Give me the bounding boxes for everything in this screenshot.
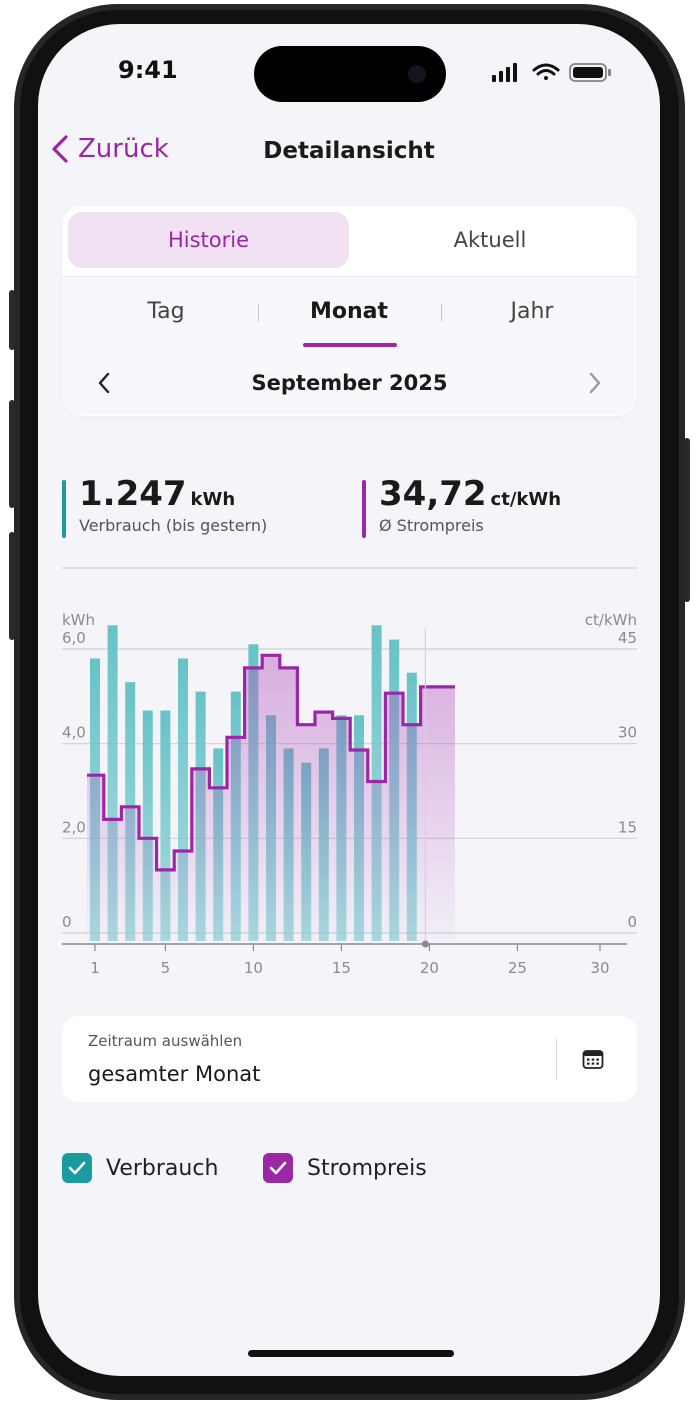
view-selector-card: Historie Aktuell Tag Monat Jahr Septembe…: [62, 206, 637, 416]
back-label: Zurück: [78, 134, 169, 164]
home-indicator: [248, 1350, 454, 1357]
chevron-left-icon: [52, 135, 68, 163]
signal-icon: [492, 63, 517, 82]
y2-axis-label: ct/kWh: [585, 611, 637, 629]
chevron-right-icon[interactable]: [587, 371, 603, 395]
volume-up-button: [9, 400, 15, 508]
x-tick-label: 1: [90, 959, 100, 977]
y-tick-label: 4,0: [62, 724, 86, 742]
month-navigator: September 2025: [62, 349, 637, 415]
screen: 9:41 Zurück Detailansicht Historie Aktue…: [38, 24, 660, 1376]
y2-tick-label: 0: [627, 913, 637, 931]
segment-highlight: [68, 212, 349, 268]
bar-verbrauch[interactable]: [142, 710, 153, 941]
kpi-caption: Verbrauch (bis gestern): [79, 516, 268, 535]
checkmark-icon: [269, 1161, 287, 1175]
x-tick-label: 30: [590, 959, 609, 977]
x-tick-label: 20: [420, 959, 439, 977]
kpi-caption: Ø Strompreis: [379, 516, 484, 535]
x-tick-label: 15: [332, 959, 351, 977]
kpi-unit: ct/kWh: [490, 489, 562, 510]
period-select-label: Zeitraum auswählen: [88, 1032, 243, 1050]
x-tick-label: 10: [244, 959, 263, 977]
period-select-value: gesamter Monat: [88, 1062, 261, 1086]
kpi-accent-bar: [62, 480, 66, 538]
y-tick-label: 0: [62, 913, 72, 931]
checkbox-verbrauch[interactable]: [62, 1153, 92, 1183]
power-button: [684, 438, 690, 602]
dynamic-island: [254, 46, 446, 102]
bar-verbrauch[interactable]: [107, 625, 118, 941]
kpi-value: 34,72 ct/kWh: [379, 474, 562, 514]
tab-tag[interactable]: Tag: [147, 299, 185, 324]
y2-tick-label: 30: [618, 724, 637, 742]
tab-divider: [441, 304, 442, 322]
volume-down-button: [9, 532, 15, 640]
tab-divider: [258, 304, 259, 322]
status-icons: [492, 63, 611, 82]
y2-tick-label: 45: [618, 629, 637, 647]
legend-label: Verbrauch: [106, 1155, 219, 1181]
chevron-left-icon[interactable]: [96, 371, 112, 395]
y-axis-label: kWh: [62, 611, 95, 629]
bar-verbrauch[interactable]: [178, 658, 188, 941]
x-tick-label: 25: [508, 959, 527, 977]
tab-underline: [303, 343, 397, 347]
period-select-field[interactable]: Zeitraum auswählen gesamter Monat: [62, 1016, 637, 1102]
kpi-accent-bar: [362, 480, 366, 538]
period-tabs: Tag Monat Jahr: [62, 276, 637, 350]
calendar-icon[interactable]: [582, 1048, 604, 1070]
camera-icon: [408, 65, 426, 83]
area-strompreis: [87, 655, 455, 941]
page-title: Detailansicht: [263, 138, 435, 164]
wifi-icon: [532, 63, 560, 80]
bar-verbrauch[interactable]: [160, 710, 171, 941]
segment-aktuell[interactable]: Aktuell: [453, 228, 527, 252]
legend-label: Strompreis: [307, 1155, 427, 1181]
legend-verbrauch[interactable]: Verbrauch: [62, 1153, 218, 1183]
checkmark-icon: [68, 1161, 86, 1175]
battery-icon: [569, 63, 611, 82]
checkbox-strompreis[interactable]: [263, 1153, 293, 1183]
tab-monat[interactable]: Monat: [309, 299, 389, 324]
kpi-unit: kWh: [190, 489, 236, 510]
field-divider: [556, 1038, 557, 1080]
y2-tick-label: 15: [618, 818, 637, 836]
segment-historie[interactable]: Historie: [167, 228, 250, 252]
section-divider: [62, 567, 637, 569]
y-tick-label: 6,0: [62, 629, 86, 647]
line-strompreis[interactable]: [87, 653, 455, 872]
kpi-value: 1.247 kWh: [79, 474, 236, 514]
action-button: [9, 290, 15, 350]
status-time: 9:41: [118, 56, 178, 84]
month-label: September 2025: [251, 371, 448, 395]
tab-jahr[interactable]: Jahr: [510, 299, 554, 324]
x-tick-label: 5: [161, 959, 171, 977]
back-button[interactable]: Zurück: [50, 134, 169, 164]
y-tick-label: 2,0: [62, 818, 86, 836]
current-day-marker: [421, 940, 429, 948]
legend-strompreis[interactable]: Strompreis: [263, 1153, 427, 1183]
